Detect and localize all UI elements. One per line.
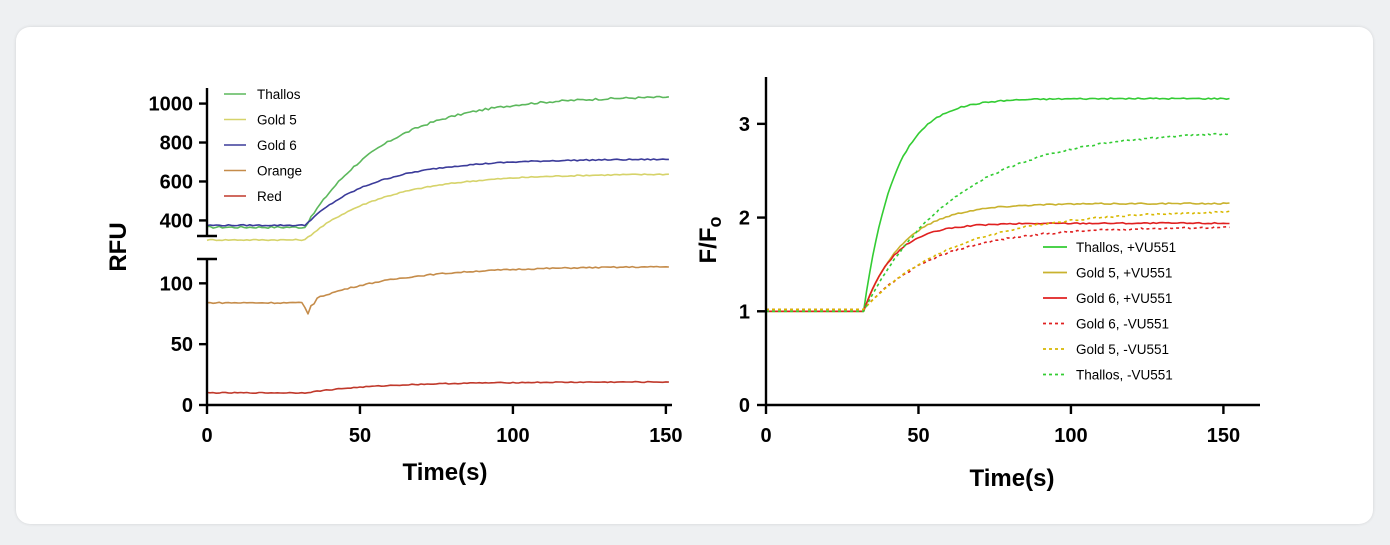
left-y-tick-label-400: 400 [160,210,193,232]
left-y-tick-label-600: 600 [160,171,193,193]
right-y-axis-label: F/Fo [695,217,725,264]
left-legend-label-orange: Orange [257,164,302,179]
right-series-line-gold-6-vu551 [766,221,1230,313]
left-x-tick-label-0: 0 [201,425,212,447]
left-series-line-red [206,380,669,394]
left-y-ticks-lower: 0 50 100 [160,273,207,417]
right-y-label-main: F/F [695,228,722,264]
right-legend-label-gold-5-vu551: Gold 5, +VU551 [1076,266,1172,281]
right-x-tick-label-100: 100 [1054,425,1087,447]
left-series-line-orange [206,265,669,315]
figure-card [16,27,1373,524]
left-x-tick-label-150: 150 [649,425,682,447]
right-x-tick-label-150: 150 [1207,425,1240,447]
left-y-tick-label-800: 800 [160,133,193,155]
left-series-line-gold-6 [206,158,669,227]
right-series-line-gold-6-vu551 [766,226,1230,311]
left-series-group [206,95,670,394]
left-y-tick-label-50: 50 [171,334,193,356]
right-legend-label-gold-6-vu551: Gold 6, -VU551 [1076,317,1169,332]
left-x-tick-label-100: 100 [496,425,529,447]
right-legend-label-gold-5-vu551: Gold 5, -VU551 [1076,342,1169,357]
right-legend: Thallos, +VU551 Gold 5, +VU551 Gold 6, +VU… [1043,240,1176,383]
right-legend-label-thallos-vu551: Thallos, +VU551 [1076,240,1176,255]
left-legend-label-red: Red [257,189,282,204]
left-x-axis-label: Time(s) [403,459,488,486]
left-legend: Thallos Gold 5 Gold 6 Orange Red [224,87,302,204]
right-y-tick-label-3: 3 [739,114,750,136]
right-y-tick-label-1: 1 [739,301,750,323]
left-x-tick-label-50: 50 [349,425,371,447]
left-legend-label-gold-6: Gold 6 [257,138,297,153]
right-x-ticks: 0 50 100 150 [760,405,1240,447]
right-legend-label-thallos-vu551: Thallos, -VU551 [1076,368,1173,383]
right-legend-label-gold-6-vu551: Gold 6, +VU551 [1076,291,1172,306]
right-x-tick-label-0: 0 [760,425,771,447]
right-y-tick-label-0: 0 [739,395,750,417]
chart-left: 400 600 800 1000 0 50 100 0 50 100 150 Time(s) R… [105,87,683,486]
left-legend-label-gold-5: Gold 5 [257,113,297,128]
left-y-ticks-upper: 400 600 800 1000 [149,94,207,232]
right-y-label-subscript: o [705,217,725,228]
left-series-line-thallos [206,95,670,229]
left-series-line-gold-5 [206,173,669,242]
right-series-line-gold-5-vu551 [766,210,1230,311]
left-y-tick-label-0: 0 [182,395,193,417]
chart-right: 0 1 2 3 0 50 100 150 Time(s) F/Fo Thallos, +VU… [695,77,1260,492]
right-x-axis-label: Time(s) [970,465,1055,492]
right-series-line-thallos-vu551 [766,132,1230,313]
left-legend-label-thallos: Thallos [257,87,301,102]
left-y-tick-label-100: 100 [160,273,193,295]
right-y-ticks: 0 1 2 3 [739,114,766,417]
right-series-group [766,97,1230,313]
left-x-ticks: 0 50 100 150 [201,405,683,447]
left-y-axis-label: RFU [105,222,132,271]
left-y-tick-label-1000: 1000 [149,94,194,116]
right-x-tick-label-50: 50 [907,425,929,447]
right-y-tick-label-2: 2 [739,208,750,230]
